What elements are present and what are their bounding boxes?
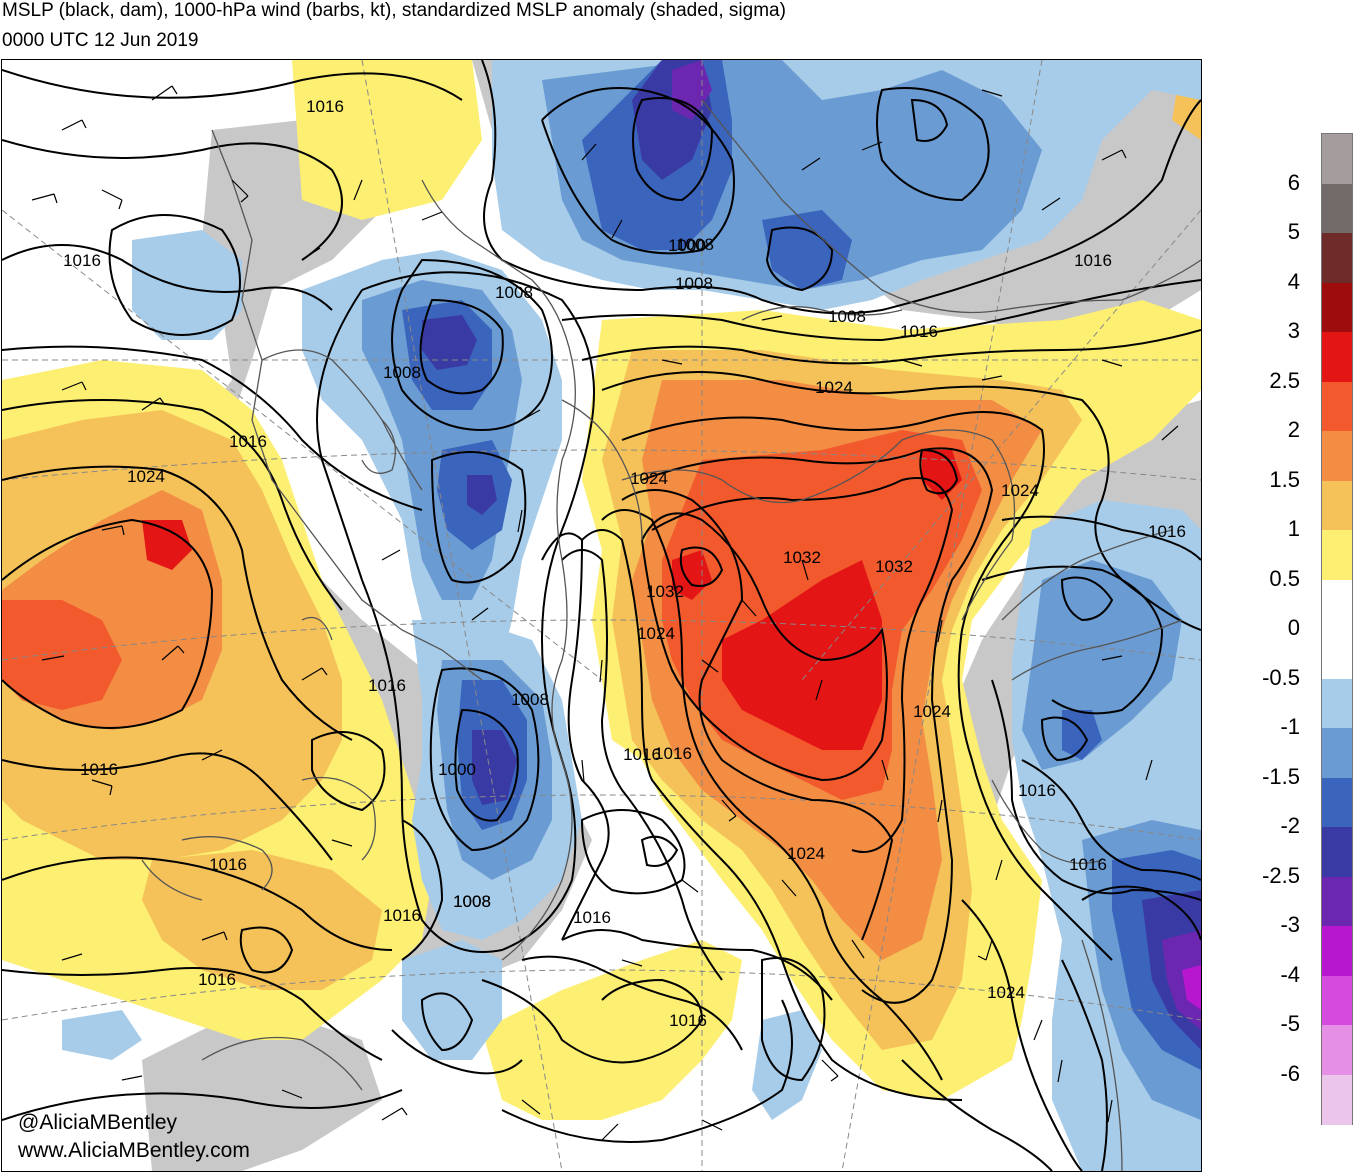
isobar-label: 1008	[675, 274, 713, 293]
isobar-label: 1024	[913, 702, 951, 721]
anomaly-colorbar	[1321, 133, 1353, 1125]
colorbar-label: 5	[1287, 219, 1300, 244]
colorbar-segment	[1322, 975, 1352, 1026]
colorbar-label: -0.5	[1262, 664, 1300, 690]
isobar-label: 1008	[495, 283, 533, 302]
isobar-label: 1024	[630, 469, 668, 488]
credit-url: www.AliciaMBentley.com	[18, 1139, 250, 1162]
colorbar-label: -1	[1280, 714, 1300, 739]
colorbar-segment	[1322, 728, 1352, 778]
isobar-label: 1024	[987, 983, 1025, 1002]
colorbar-label: -6	[1280, 1060, 1300, 1086]
isobar-label: 1016	[1018, 781, 1056, 800]
isobar-label: 1000	[438, 760, 476, 779]
isobar-label: 1008	[453, 892, 491, 911]
colorbar-label: 4	[1287, 268, 1300, 294]
colorbar-segment	[1322, 233, 1352, 283]
colorbar-segment	[1322, 1025, 1352, 1075]
isobar-label: 1016	[209, 855, 247, 874]
colorbar-label: -2	[1280, 813, 1300, 838]
colorbar-label: 6	[1287, 169, 1300, 195]
isobar-label: 1008	[383, 363, 421, 382]
colorbar-segment	[1322, 530, 1352, 580]
colorbar-label: -3	[1280, 912, 1300, 937]
colorbar-segment	[1322, 1074, 1352, 1125]
isobar-label: 1008	[453, 892, 491, 911]
map-title: MSLP (black, dam), 1000-hPa wind (barbs,…	[2, 0, 786, 21]
isobar-label: 1032	[783, 548, 821, 567]
isobar-label: 1016	[383, 906, 421, 925]
credit-handle: @AliciaMBentley	[18, 1111, 178, 1134]
isobar-label: 1016	[368, 676, 406, 695]
isobar-label: 1024	[787, 844, 825, 863]
colorbar-segment	[1322, 876, 1352, 927]
isobars	[2, 60, 1201, 1171]
isobar-label: 1000	[668, 236, 706, 255]
valid-time: 0000 UTC 12 Jun 2019	[2, 30, 199, 51]
isobar-label: 1016	[229, 432, 267, 451]
wind-barbs	[31, 85, 1179, 1141]
isobar-label: 1008	[676, 235, 714, 254]
colorbar-segment	[1322, 579, 1352, 630]
colorbar-segment	[1322, 678, 1352, 729]
colorbar-label: -1.5	[1262, 763, 1300, 789]
isobar-label: 1016	[306, 97, 344, 116]
isobar-label: 1032	[875, 557, 913, 576]
isobar-label: 1016	[669, 1011, 707, 1030]
coastlines	[141, 99, 1201, 1171]
isobar-label: 1016	[654, 744, 692, 763]
colorbar-segment	[1322, 381, 1352, 432]
colorbar-segment	[1322, 431, 1352, 481]
colorbar-segment	[1322, 332, 1352, 382]
isobar-label: 1008	[828, 307, 866, 326]
colorbar-segment	[1322, 183, 1352, 234]
isobar-label: 1016	[1074, 251, 1112, 270]
colorbar-segment	[1322, 480, 1352, 531]
negative-anomaly-shading	[62, 60, 1201, 1171]
colorbar-label: 1	[1287, 516, 1300, 541]
colorbar-label: 0	[1287, 615, 1300, 640]
colorbar-segment	[1322, 629, 1352, 679]
isobar-label: 1016	[1148, 522, 1186, 541]
colorbar-label: -4	[1280, 961, 1300, 987]
isobar-label: 1008	[511, 690, 549, 709]
colorbar-label: -2.5	[1262, 862, 1300, 888]
isobar-label: 1024	[1001, 481, 1039, 500]
colorbar-label: -5	[1280, 1011, 1300, 1036]
colorbar-segment	[1322, 926, 1352, 976]
colorbar-label: 2.5	[1269, 367, 1300, 393]
isobar-label: 1024	[815, 378, 853, 397]
isobar-label: 1016	[623, 745, 661, 764]
weather-map: 1016101610081008100810001008100810161016…	[1, 59, 1202, 1172]
isobar-label: 1016	[900, 322, 938, 341]
isobar-label: 1016	[1069, 855, 1107, 874]
colorbar-segment	[1322, 777, 1352, 828]
colorbar-segment	[1322, 827, 1352, 877]
colorbar-label: 1.5	[1269, 466, 1300, 492]
colorbar-segment	[1322, 134, 1352, 184]
isobar-label: 1016	[80, 760, 118, 779]
colorbar-label: 2	[1287, 417, 1300, 442]
colorbar-label: 3	[1287, 318, 1300, 343]
isobar-label: 1024	[127, 467, 165, 486]
isobar-label: 1016	[573, 908, 611, 927]
isobar-label: 1016	[63, 251, 101, 270]
contour-labels: 1016101610081008100810001008100810161016…	[63, 97, 1186, 1030]
colorbar-segment	[1322, 282, 1352, 333]
isobar-label: 1032	[646, 582, 684, 601]
isobar-label: 1016	[198, 970, 236, 989]
colorbar-label: 0.5	[1269, 565, 1300, 591]
isobar-label: 1024	[637, 624, 675, 643]
